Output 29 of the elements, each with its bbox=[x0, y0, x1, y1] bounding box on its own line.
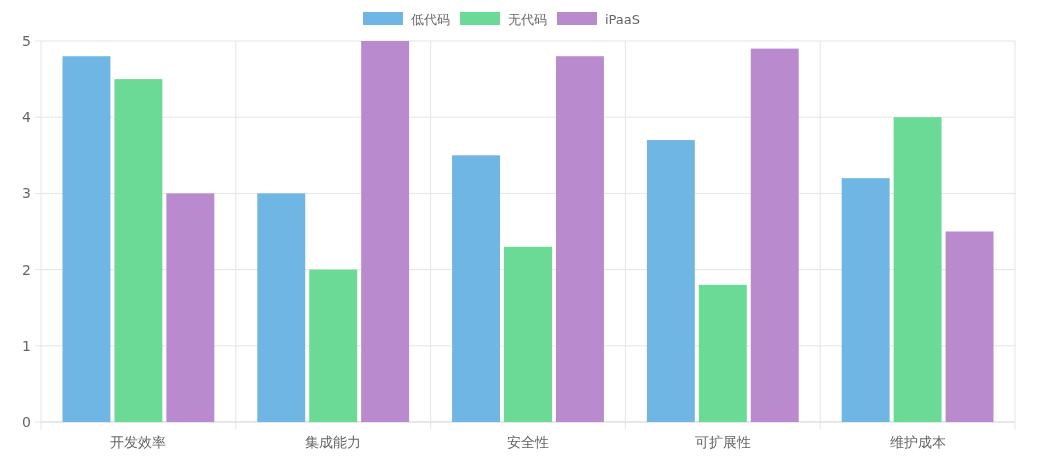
x-tick-label: 维护成本 bbox=[889, 434, 946, 450]
x-tick-label: 安全性 bbox=[507, 434, 549, 450]
y-tick-label: 1 bbox=[22, 337, 31, 354]
x-tick-label: 可扩展性 bbox=[694, 434, 751, 450]
legend-label: 无代码 bbox=[508, 12, 547, 27]
bar bbox=[257, 193, 306, 422]
legend-label: iPaaS bbox=[605, 12, 641, 27]
y-tick-label: 3 bbox=[22, 185, 31, 202]
y-tick-label: 4 bbox=[22, 109, 32, 126]
bar bbox=[646, 140, 695, 422]
bar bbox=[750, 48, 799, 422]
y-tick-label: 0 bbox=[22, 414, 31, 430]
bar bbox=[945, 231, 994, 422]
bar bbox=[841, 178, 890, 422]
x-tick-label: 开发效率 bbox=[110, 434, 167, 450]
bar bbox=[452, 155, 501, 422]
bar bbox=[893, 117, 942, 422]
y-tick-label: 2 bbox=[22, 261, 31, 278]
bar bbox=[114, 79, 163, 422]
bar bbox=[309, 269, 358, 422]
y-tick-label: 5 bbox=[22, 33, 31, 49]
bar bbox=[62, 56, 111, 422]
x-tick-label: 集成能力 bbox=[305, 434, 362, 450]
bar bbox=[504, 246, 552, 422]
bar bbox=[555, 56, 604, 422]
bar bbox=[698, 284, 747, 422]
legend-label: 低代码 bbox=[411, 12, 450, 27]
bar bbox=[361, 41, 410, 422]
bar bbox=[166, 193, 215, 422]
